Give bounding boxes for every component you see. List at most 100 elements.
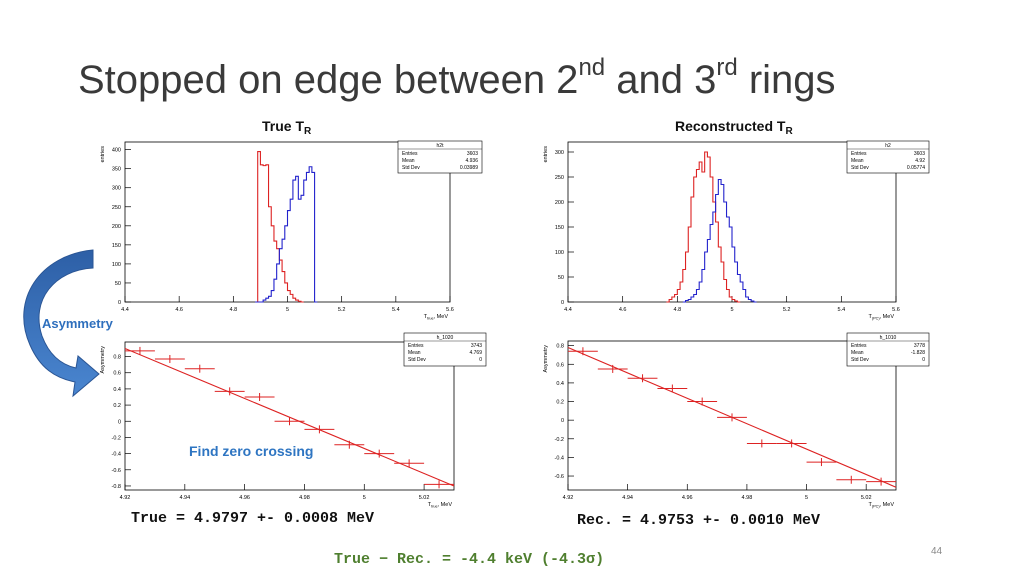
y-tick-label: 0.6 (113, 371, 121, 377)
y-tick-label: 100 (555, 250, 564, 256)
y-tick-label: 50 (558, 275, 564, 281)
y-tick-label: -0.4 (555, 455, 564, 461)
plot-frame (567, 141, 897, 303)
x-axis-label: Ttrue, MeV (424, 314, 449, 321)
y-tick-label: 250 (112, 205, 121, 211)
right-subtitle: Reconstructed TR (675, 118, 793, 137)
stats-key: Std Dev (851, 357, 869, 363)
stats-value: 3743 (471, 343, 482, 349)
y-tick-label: 300 (555, 150, 564, 156)
x-tick-label: 4.4 (564, 307, 572, 313)
y-tick-label: 300 (112, 186, 121, 192)
y-tick-label: 0 (118, 300, 121, 306)
x-tick-label: 5.2 (338, 307, 346, 313)
difference-result: True − Rec. = -4.4 keV (-4.3σ) (334, 551, 605, 568)
stats-key: Mean (408, 350, 421, 356)
y-tick-label: 0 (118, 419, 121, 425)
x-tick-label: 4.8 (230, 307, 238, 313)
stats-box (846, 332, 930, 367)
x-tick-label: 4.8 (674, 307, 682, 313)
stats-value: 0 (479, 357, 482, 363)
x-tick-label: 4.6 (619, 307, 627, 313)
x-tick-label: 5.02 (861, 495, 872, 501)
stats-value: -1.828 (911, 350, 925, 356)
stats-value: 4.769 (469, 350, 482, 356)
stats-key: Std Dev (851, 165, 869, 171)
x-axis-label: Ttrue, MeV (428, 502, 453, 509)
left-subtitle: True TR (262, 118, 312, 137)
x-tick-label: 5.2 (783, 307, 791, 313)
stats-value: 0 (922, 357, 925, 363)
x-tick-label: 4.98 (742, 495, 753, 501)
y-tick-label: 150 (112, 243, 121, 249)
stats-key: Std Dev (408, 357, 426, 363)
y-tick-label: 0.4 (113, 387, 121, 393)
stats-title: h2 (885, 143, 891, 149)
y-tick-label: -0.6 (555, 474, 564, 480)
stats-value: 3778 (914, 343, 925, 349)
x-tick-label: 4.94 (622, 495, 633, 501)
y-tick-label: 0.2 (556, 400, 564, 406)
stats-box (846, 140, 930, 174)
y-tick-label: -0.6 (112, 468, 121, 474)
plot-frame (124, 341, 455, 491)
x-tick-label: 5 (363, 495, 366, 501)
y-tick-label: -0.8 (112, 484, 121, 490)
stats-key: Mean (851, 350, 864, 356)
stats-key: Mean (851, 158, 864, 164)
stats-value: 0.05774 (907, 165, 925, 171)
zero-crossing-label: Find zero crossing (189, 443, 314, 459)
x-tick-label: 5 (805, 495, 808, 501)
y-tick-label: 0 (561, 300, 564, 306)
x-tick-label: 4.6 (175, 307, 183, 313)
x-tick-label: 5.02 (419, 495, 430, 501)
y-tick-label: 0.8 (556, 344, 564, 350)
rec-result: Rec. = 4.9753 +- 0.0010 MeV (577, 512, 821, 529)
x-axis-label: T(PC), MeV (868, 502, 894, 509)
x-tick-label: 5.4 (838, 307, 846, 313)
y-axis-label: Asymmetry (100, 346, 106, 374)
stats-title: h_1010 (880, 335, 897, 341)
stats-value: 4.936 (465, 158, 478, 164)
stats-key: Entries (851, 343, 867, 349)
stats-title: h2t (437, 143, 445, 149)
y-tick-label: 250 (555, 175, 564, 181)
y-tick-label: 200 (112, 224, 121, 230)
slide-title: Stopped on edge between 2nd and 3rd ring… (78, 54, 836, 103)
y-tick-label: 200 (555, 200, 564, 206)
y-tick-label: 350 (112, 167, 121, 173)
stats-key: Mean (402, 158, 415, 164)
x-tick-label: 4.92 (563, 495, 574, 501)
y-tick-label: 0.8 (113, 355, 121, 361)
stats-box (397, 140, 483, 174)
stats-box (403, 332, 487, 367)
histogram-series-blue (255, 166, 318, 303)
y-axis-label: entries (543, 146, 549, 163)
x-tick-label: 4.96 (239, 495, 250, 501)
stats-value: 4.92 (915, 158, 925, 164)
true-result: True = 4.9797 +- 0.0008 MeV (131, 510, 375, 527)
histogram-series-red (666, 151, 741, 303)
y-tick-label: 0.4 (556, 381, 564, 387)
y-tick-label: -0.2 (555, 437, 564, 443)
x-tick-label: 4.98 (299, 495, 310, 501)
y-tick-label: -0.4 (112, 452, 121, 458)
x-tick-label: 5.6 (446, 307, 454, 313)
x-tick-label: 4.4 (121, 307, 129, 313)
y-tick-label: 0.2 (113, 403, 121, 409)
stats-title: h_1020 (437, 335, 454, 341)
stats-value: 0.03989 (460, 165, 478, 171)
y-tick-label: 0 (561, 418, 564, 424)
x-tick-label: 4.94 (179, 495, 190, 501)
x-tick-label: 5 (286, 307, 289, 313)
y-tick-label: 100 (112, 262, 121, 268)
y-tick-label: -0.2 (112, 435, 121, 441)
y-tick-label: 0.6 (556, 362, 564, 368)
y-axis-label: entries (100, 146, 106, 163)
x-tick-label: 5.6 (892, 307, 900, 313)
histogram-series-blue (682, 178, 757, 303)
x-tick-label: 5.4 (392, 307, 400, 313)
